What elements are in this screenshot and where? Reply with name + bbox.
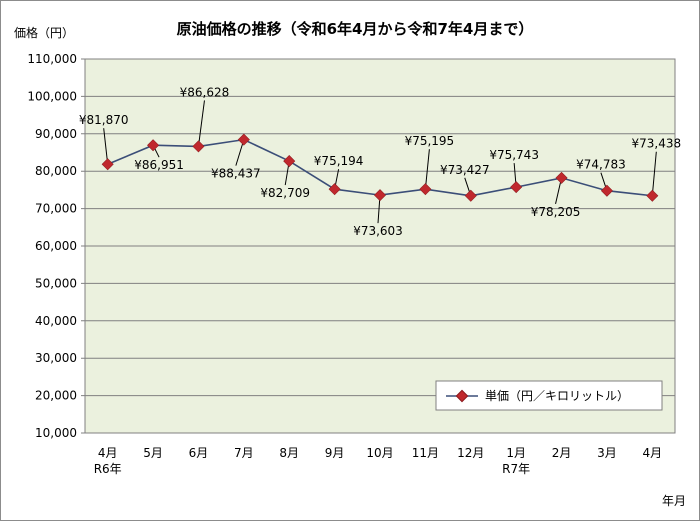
data-label: ¥75,195 [405,134,455,148]
data-point [555,171,568,184]
y-tick-label: 100,000 [27,89,77,103]
data-label: ¥82,709 [260,186,310,200]
data-point [101,158,114,171]
legend-marker-sample [455,389,469,403]
data-label: ¥78,205 [531,205,581,219]
data-label: ¥73,438 [631,137,681,151]
data-point [464,189,477,202]
y-tick-label: 40,000 [35,314,77,328]
legend: 単価（円／キロリットル） [435,380,663,411]
data-point [328,183,341,196]
data-label: ¥73,603 [353,224,403,238]
data-label: ¥86,628 [180,85,230,99]
x-tick-label: 4月 [98,446,118,460]
data-label-leader [651,151,657,196]
y-tick-label: 70,000 [35,202,77,216]
x-tick-label: 2月 [552,446,572,460]
data-point [147,139,160,152]
x-tick-label: 11月 [412,446,439,460]
x-tick-label: 12月 [457,446,484,460]
x-tick-label: 6月 [189,446,209,460]
data-point [510,181,523,194]
y-tick-label: 80,000 [35,164,77,178]
y-tick-label: 30,000 [35,351,77,365]
data-label-leader [103,128,109,165]
data-label: ¥74,783 [576,158,626,172]
y-tick-label: 50,000 [35,276,77,290]
legend-label: 単価（円／キロリットル） [485,389,629,403]
data-point [192,140,205,153]
x-tick-label: 10月 [366,446,393,460]
data-point [283,155,296,168]
chart-title: 原油価格の推移（令和6年4月から令和7年4月まで） [177,20,534,38]
data-label: ¥75,194 [314,154,364,168]
data-label: ¥86,951 [134,158,184,172]
data-label-leader [197,100,205,147]
y-tick-label: 60,000 [35,239,77,253]
data-label: ¥75,743 [489,148,539,162]
data-point [419,183,432,196]
y-tick-label: 110,000 [27,52,77,66]
data-label: ¥73,427 [440,163,490,177]
data-label: ¥81,870 [79,113,129,127]
plot-area: 10,000 20,000 30,000 40,000 50,000 60,000 70,0… [27,52,681,476]
x-year-label: R6年 [94,462,122,476]
data-point [237,133,250,146]
data-point [600,184,613,197]
y-tick-label: 10,000 [35,426,77,440]
data-point [373,189,387,202]
x-tick-label: 4月 [642,446,662,460]
data-label-leader [424,149,430,190]
data-label: ¥88,437 [211,167,261,181]
x-tick-label: 5月 [143,446,163,460]
y-tick-label: 20,000 [35,389,77,403]
x-tick-label: 1月 [506,446,526,460]
x-tick-label: 7月 [234,446,254,460]
data-point [646,189,659,202]
x-year-label: R7年 [502,462,530,476]
x-axis-title: 年月 [662,494,686,508]
x-tick-label: 3月 [597,446,617,460]
y-tick-label: 90,000 [35,127,77,141]
x-tick-label: 9月 [325,446,345,460]
x-tick-label: 8月 [279,446,299,460]
y-axis-title: 価格（円） [14,25,74,40]
